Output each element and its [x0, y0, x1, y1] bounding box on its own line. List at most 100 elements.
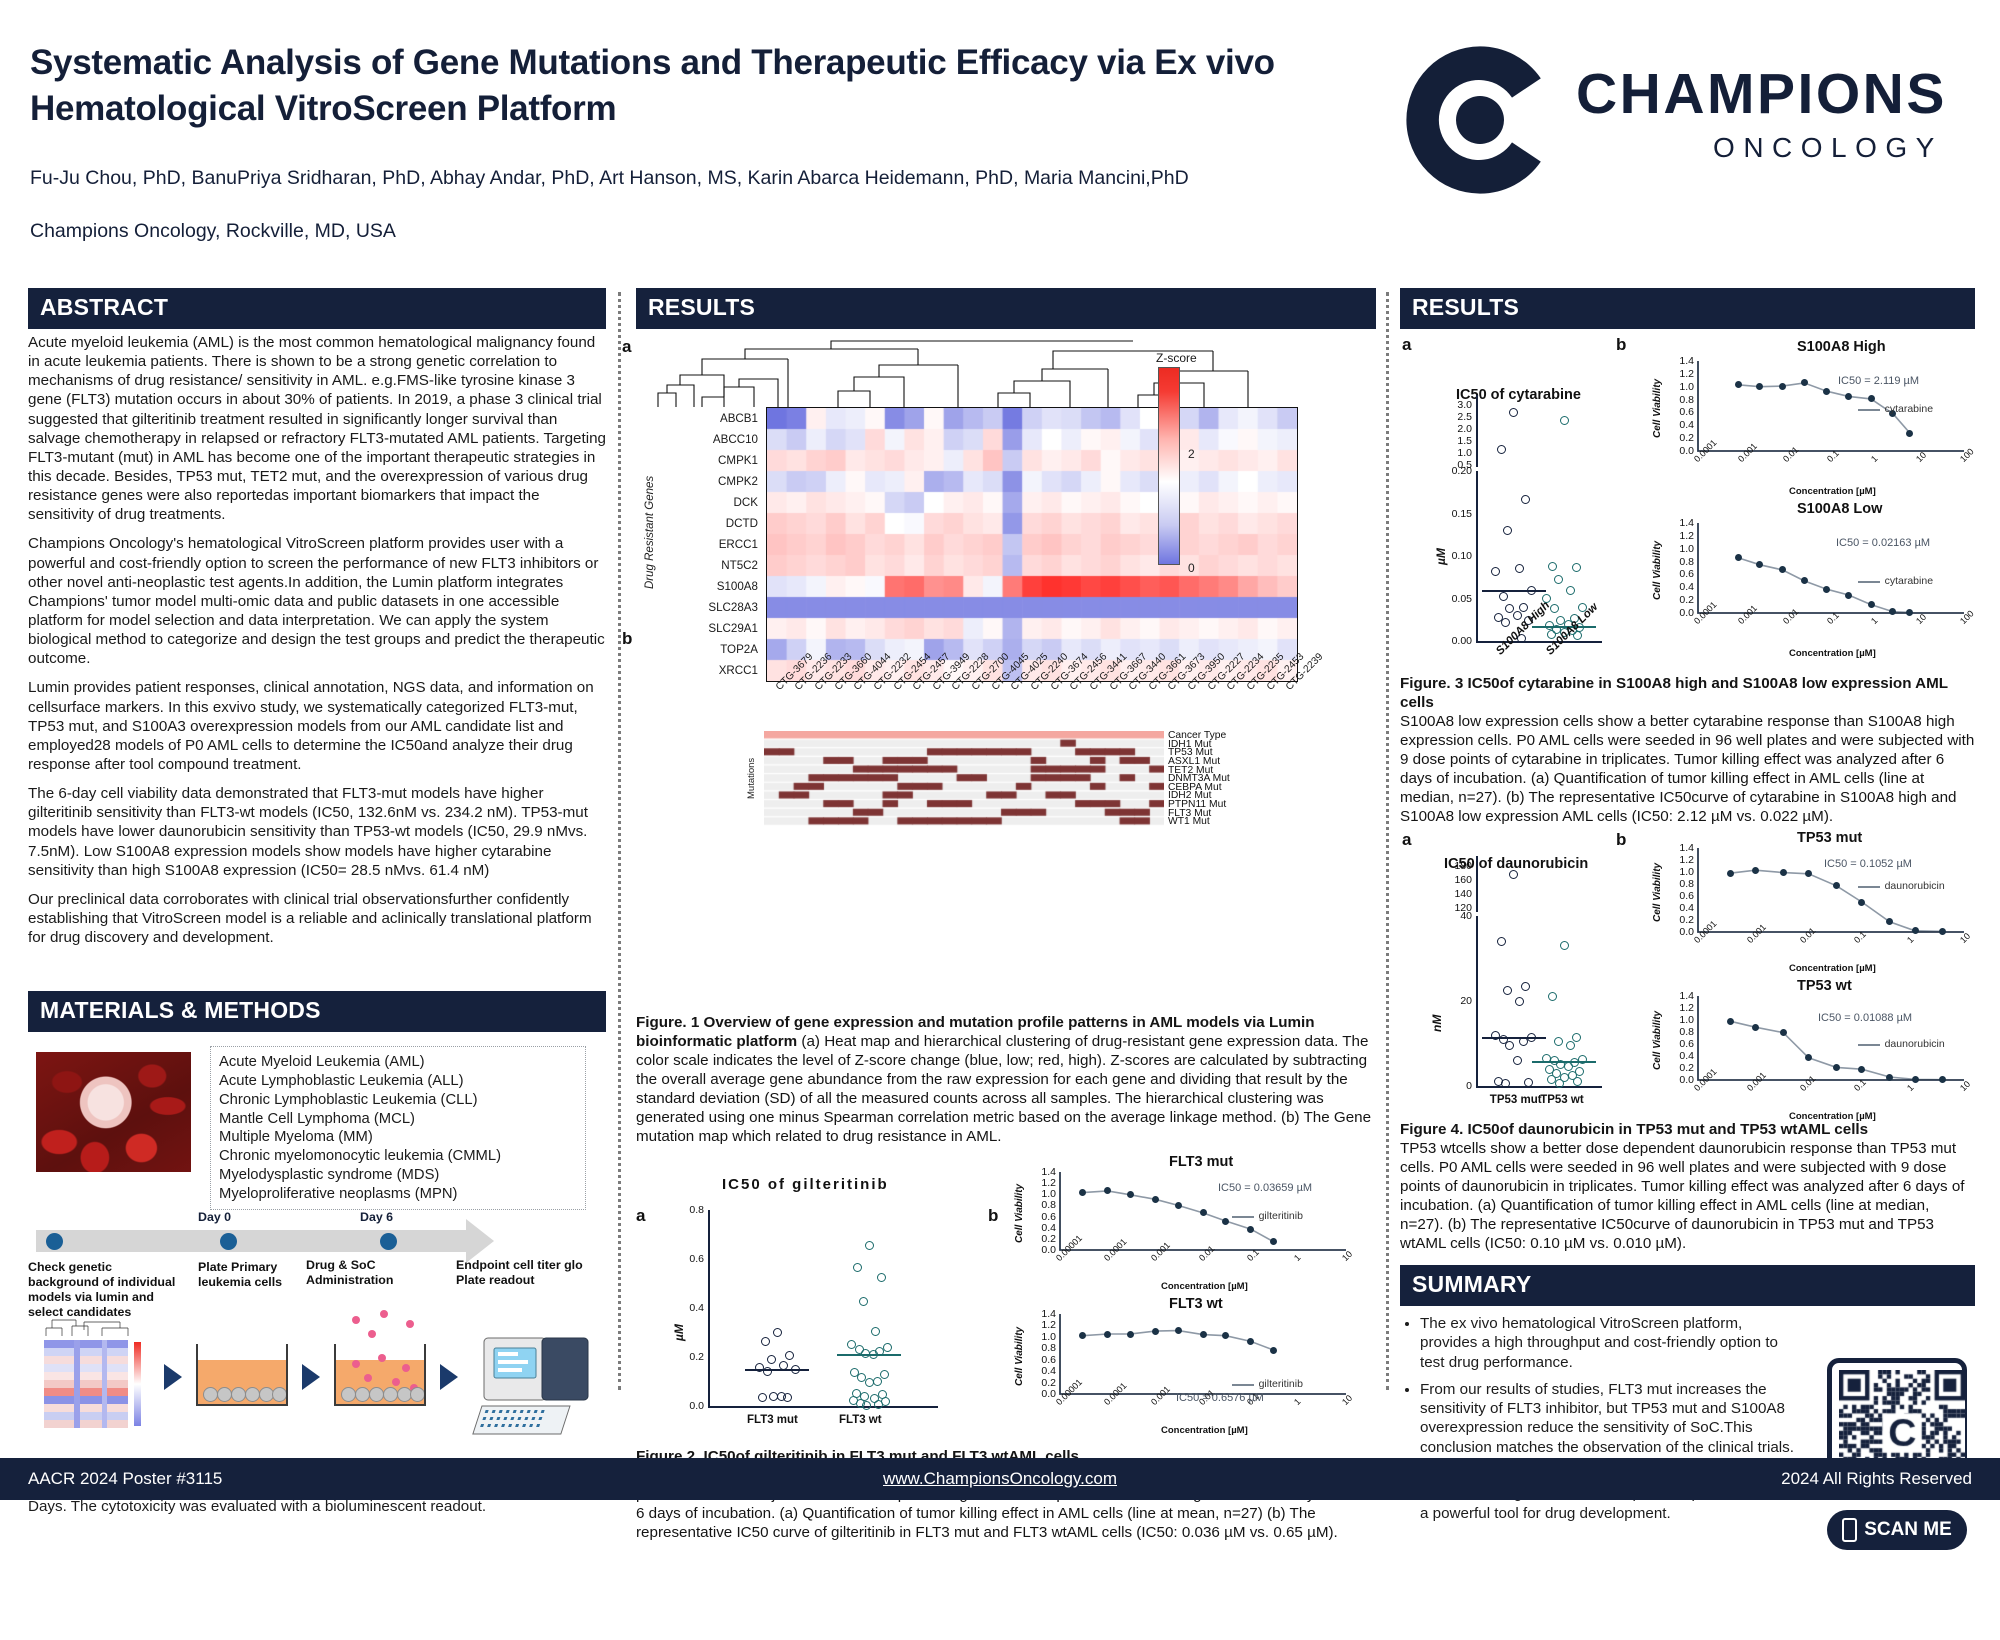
y-tick-label: 0.8 [1679, 878, 1694, 890]
poster-footer: AACR 2024 Poster #3115 www.ChampionsOnco… [0, 1458, 2000, 1500]
footer-website-link[interactable]: www.ChampionsOncology.com [883, 1469, 1117, 1488]
y-tick-label: 0.2 [1679, 1062, 1694, 1074]
y-break-tick-label: 2.5 [1457, 411, 1472, 423]
data-point [790, 1364, 800, 1374]
data-point [1494, 612, 1504, 622]
heatmap-row-label: SLC28A3 [708, 601, 758, 614]
mini-heatmap-icon [44, 1319, 141, 1429]
y-axis-label: nM [1430, 1014, 1444, 1032]
y-axis-label: Cell Viability [1652, 1010, 1663, 1070]
data-point [1174, 1327, 1182, 1335]
curve-svg [1059, 1172, 1346, 1251]
data-point [1501, 1079, 1511, 1089]
group-label: FLT3 mut [747, 1414, 798, 1426]
mutation-row-label: IDH1 Mut [1168, 738, 1212, 750]
list-item: Acute Myeloid Leukemia (AML) [219, 1054, 425, 1071]
data-point [1939, 927, 1947, 935]
data-point [1513, 611, 1523, 620]
timeline-dot-day6 [380, 1233, 397, 1251]
legend-line-icon [1857, 1044, 1880, 1046]
right-column: RESULTS a b IC50 of cytarabine µM 0.00 0.… [1400, 288, 1976, 1550]
data-point [861, 1400, 871, 1410]
well-plate-drug [334, 1344, 426, 1407]
data-point [1505, 1041, 1515, 1051]
timeline-step-4: Endpoint cell titer glo Plate readout [456, 1258, 583, 1288]
legend-label: daunorubicin [1884, 880, 1945, 892]
data-point [1541, 594, 1551, 603]
list-item: Myelodysplastic syndrome (MDS) [219, 1166, 440, 1183]
data-point [1503, 985, 1513, 995]
logo-secondary-text: ONCOLOGY [1713, 132, 1943, 163]
scan-me-badge[interactable]: SCAN ME [1827, 1510, 1967, 1550]
data-point [757, 1392, 767, 1402]
data-point [1505, 604, 1515, 614]
data-point [1823, 387, 1831, 395]
data-point [1104, 1330, 1112, 1338]
colorbar [1158, 367, 1180, 565]
data-point [778, 1360, 788, 1370]
chart-title: S100A8 High [1797, 339, 1886, 355]
data-point [1559, 416, 1569, 426]
abstract-paragraph-4: The 6-day cell viability data demonstrat… [28, 785, 588, 879]
results-heading-mid: RESULTS [636, 288, 1376, 329]
timeline-label-day0: Day 0 [198, 1210, 232, 1225]
data-point [1778, 566, 1786, 574]
figure-1-caption-body: (a) Heat map and hierarchical clustering… [636, 1033, 1372, 1145]
curve-svg [1697, 848, 1964, 933]
abstract-paragraph-5: Our preclinical data corroborates with c… [28, 890, 592, 947]
workflow-diagram [28, 1302, 606, 1454]
abstract-paragraph-2: Champions Oncology's hematological Vitro… [28, 535, 605, 668]
data-point [1845, 392, 1853, 400]
median-line [1481, 590, 1546, 592]
mutation-row-label: TP53 Mut [1168, 747, 1213, 759]
y-tick-label: 0.6 [1679, 568, 1694, 581]
y-tick-label: 0.15 [1451, 507, 1472, 520]
data-point [1499, 592, 1509, 602]
y-axis-break-segment [1476, 856, 1478, 912]
list-item: Mantle Cell Lymphoma (MCL) [219, 1110, 415, 1127]
data-point [1889, 410, 1897, 418]
data-point [1553, 1036, 1563, 1046]
y-tick-label: 0.6 [1679, 1038, 1694, 1050]
legend-label: cytarabine [1884, 403, 1934, 415]
legend-label: cytarabine [1884, 575, 1934, 587]
chart-title: IC50 of cytarabine [1456, 387, 1581, 403]
data-point [1800, 379, 1808, 387]
heatmap-row-label: ERCC1 [718, 538, 758, 551]
y-axis-label: Cell Viability [1652, 378, 1663, 438]
y-tick-label: 1.2 [1679, 854, 1694, 866]
y-tick-label: 0.6 [689, 1253, 704, 1265]
data-point [1509, 869, 1519, 879]
mutation-row-label: PTPN11 Mut [1168, 799, 1227, 811]
data-point [1524, 1078, 1534, 1088]
legend-line-icon [1857, 409, 1880, 411]
workflow-arrow-2-icon [302, 1364, 320, 1391]
heatmap-row-label: ABCC10 [712, 433, 758, 446]
data-point [1547, 992, 1557, 1002]
panel-label-b: b [988, 1206, 999, 1225]
figure-4-caption-title: Figure 4. IC50of daunorubicin in TP53 mu… [1400, 1121, 1869, 1138]
legend-label: gilteritinib [1258, 1378, 1303, 1390]
y-tick-label: 0.6 [1041, 1210, 1056, 1223]
heatmap-row-label: NT5C2 [721, 559, 758, 572]
group-label: TP53 mut [1489, 1094, 1542, 1106]
results-heading-right: RESULTS [1400, 288, 1975, 329]
heatmap-row-label: DCK [733, 496, 758, 509]
mutation-map-grid [764, 731, 1164, 826]
y-tick-label: 0.8 [1041, 1342, 1056, 1355]
data-point [1565, 585, 1575, 595]
gilteritinib-ic50-scatter: IC50 of gilteritinib µM 0.0 0.2 0.4 0.6 0.8 F… [650, 1176, 980, 1438]
data-point [1726, 869, 1734, 877]
ic50-annotation: IC50 = 0.02163 µM [1836, 537, 1931, 549]
y-tick-label: 0.0 [1679, 607, 1694, 619]
y-tick-label: 1.0 [1679, 542, 1694, 555]
data-point [760, 1337, 770, 1347]
data-point [864, 1378, 874, 1388]
tp53-wt-dose-response: TP53 wt 0.0 0.2 0.4 0.6 0.8 1.0 1.2 1.4 0.0001 0.0… [1646, 978, 1976, 1124]
mutation-row-label: WT1 Mut [1168, 816, 1210, 828]
timeline-label-day6: Day 6 [360, 1210, 394, 1225]
y-break-tick-label: 2.0 [1457, 423, 1472, 435]
data-point [1222, 1332, 1230, 1340]
chart-title: TP53 wt [1797, 978, 1852, 994]
data-point [1554, 1079, 1564, 1089]
